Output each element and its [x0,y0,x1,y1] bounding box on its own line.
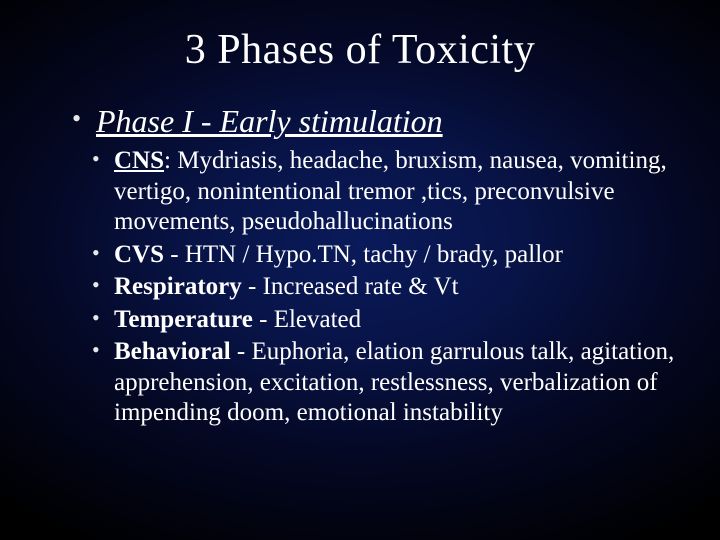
top-list: Phase I - Early stimulation CNS: Mydrias… [40,102,680,429]
bullet-behavioral: Behavioral - Euphoria, elation garrulous… [92,337,680,429]
bullet-cns: CNS: Mydriasis, headache, bruxism, nause… [92,146,680,238]
bullet-body: HTN / Hypo.TN, tachy / brady, pallor [185,241,563,268]
sub-list: CNS: Mydriasis, headache, bruxism, nause… [72,146,680,429]
bullet-body: Elevated [274,306,361,333]
phase-heading: Phase I - Early stimulation [96,102,443,140]
bullet-sep: - [231,338,252,365]
bullet-temperature: Temperature - Elevated [92,305,680,336]
bullet-sep: - [253,306,274,333]
bullet-label: CVS [114,241,164,268]
bullet-label: Behavioral [114,338,231,365]
bullet-sep: : [164,147,177,174]
sub-list-wrap: CNS: Mydriasis, headache, bruxism, nause… [72,146,680,429]
slide-title: 3 Phases of Toxicity [40,26,680,74]
bullet-body: Increased rate & Vt [263,273,459,300]
bullet-body: Mydriasis, headache, bruxism, nausea, vo… [114,147,667,235]
slide: 3 Phases of Toxicity Phase I - Early sti… [0,0,720,540]
bullet-sep: - [242,273,263,300]
bullet-respiratory: Respiratory - Increased rate & Vt [92,272,680,303]
bullet-sep: - [164,241,185,268]
phase-heading-item: Phase I - Early stimulation [72,102,680,140]
bullet-label: Respiratory [114,273,242,300]
bullet-label: Temperature [114,306,253,333]
bullet-cvs: CVS - HTN / Hypo.TN, tachy / brady, pall… [92,240,680,271]
bullet-label: CNS [114,147,164,174]
